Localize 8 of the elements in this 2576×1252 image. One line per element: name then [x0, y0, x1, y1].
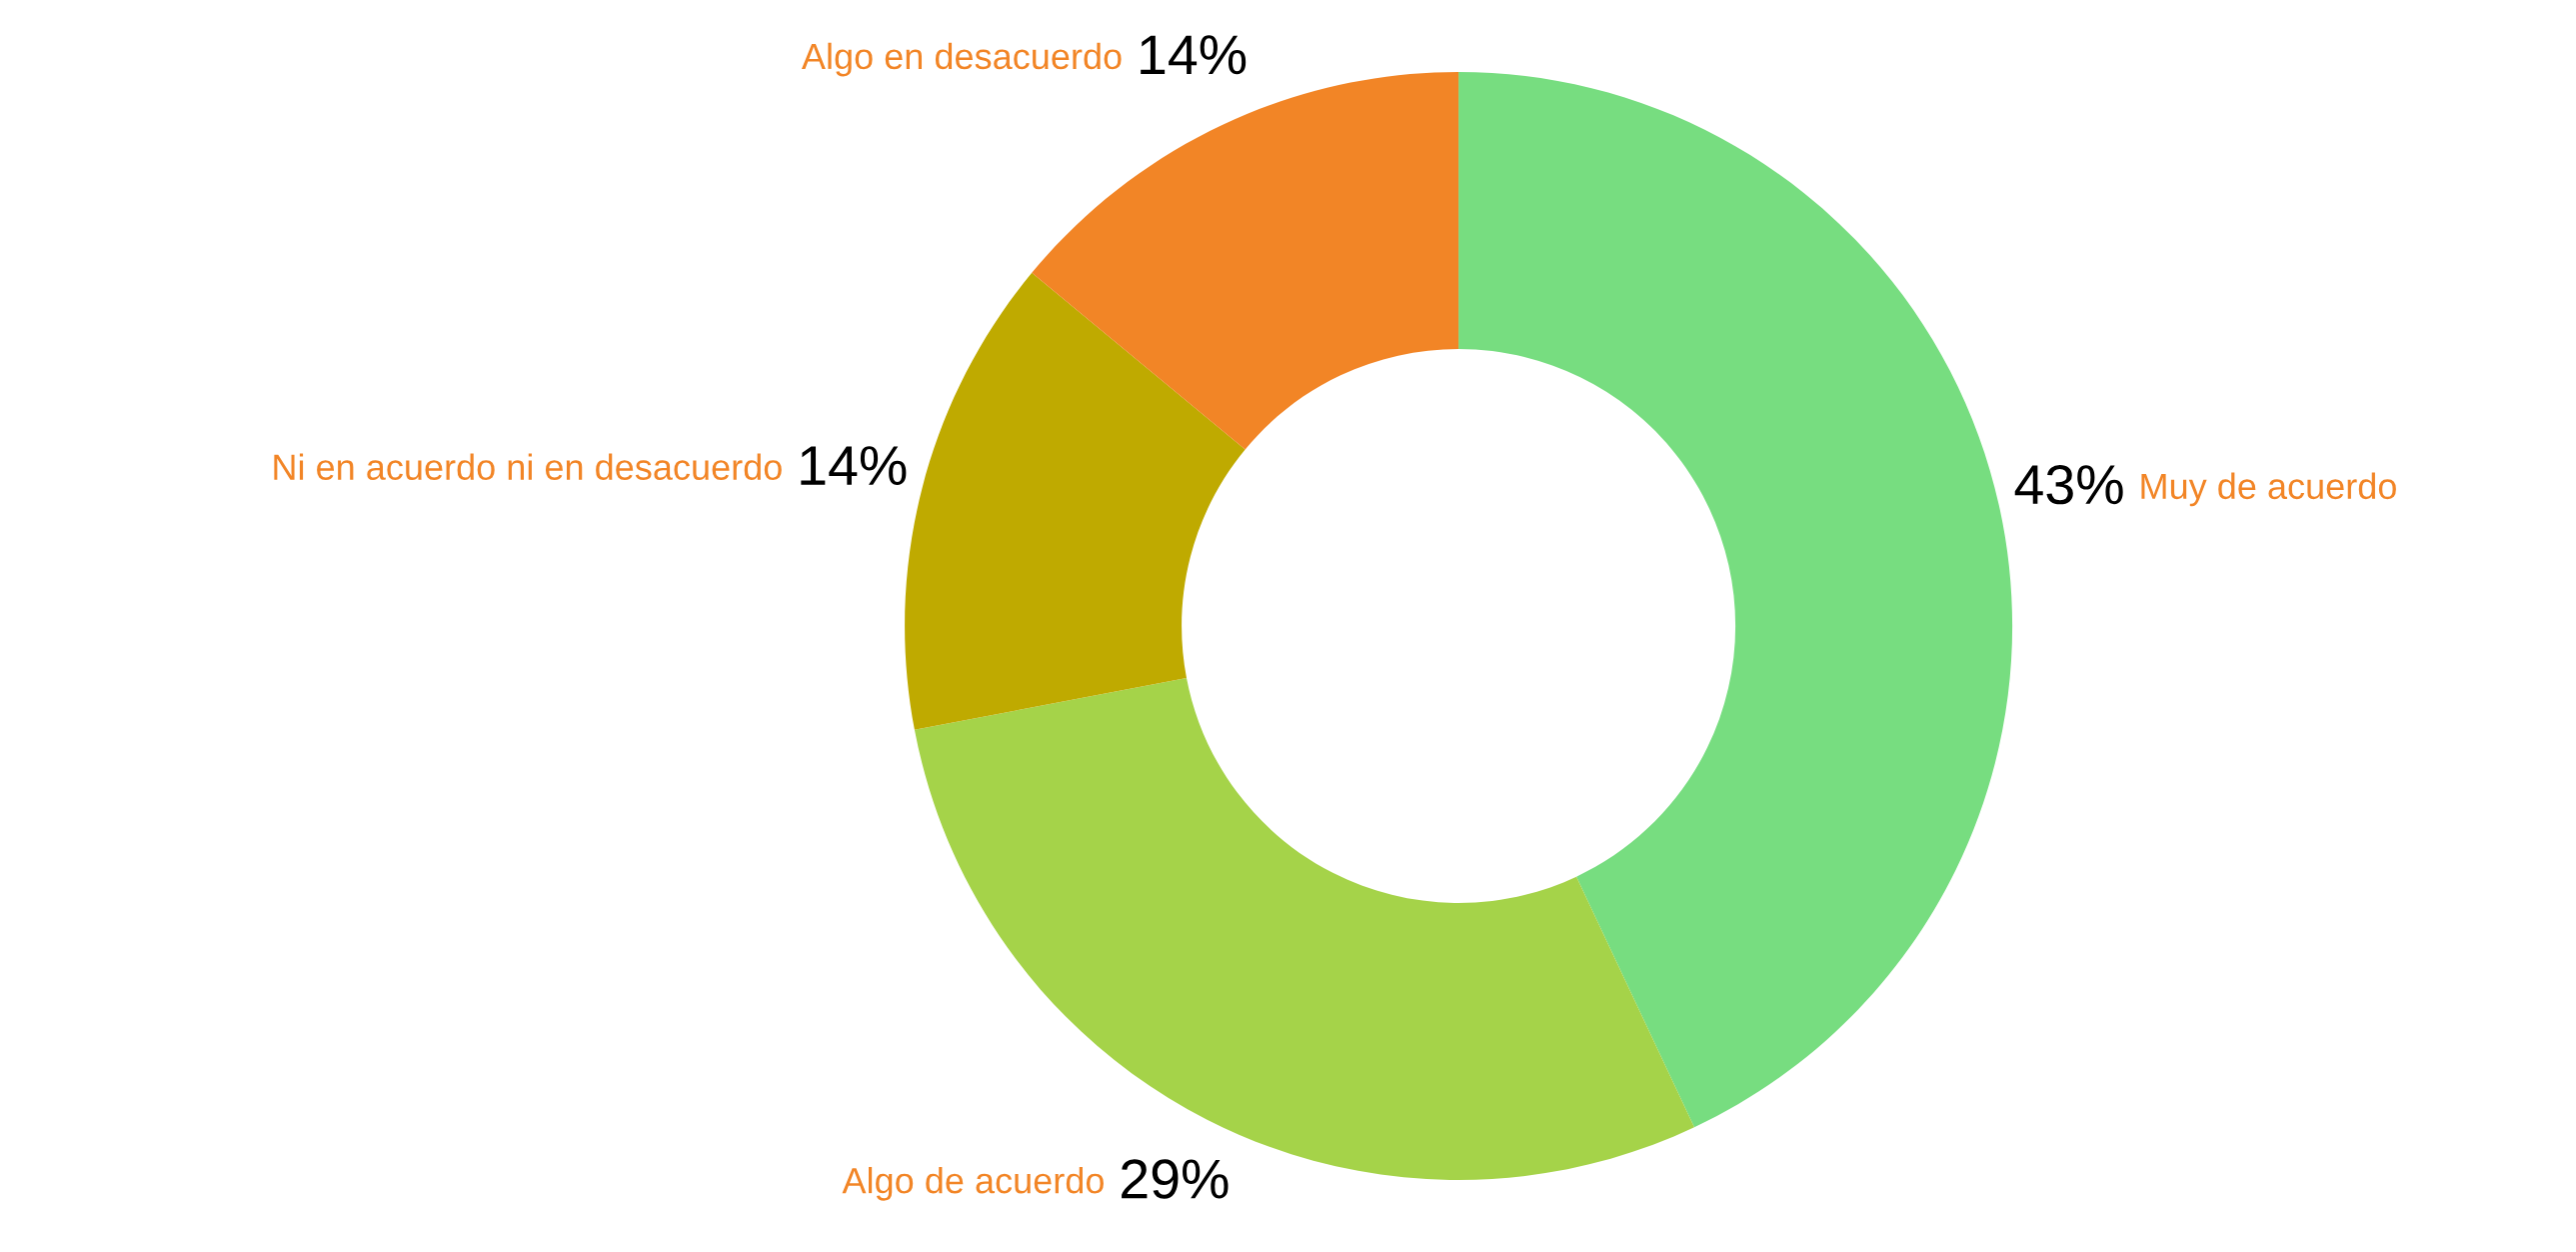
data-label: 14% — [1141, 35, 1247, 75]
slice-label: Algo en desacuerdo — [801, 42, 1122, 77]
data-label: 43% — [2014, 465, 2123, 505]
data-label: 14% — [801, 446, 907, 486]
data-label: 29% — [1122, 1159, 1229, 1199]
slice-label: Ni en acuerdo ni en desacuerdo — [274, 453, 782, 481]
slice-label: Algo de acuerdo — [842, 1166, 1104, 1201]
slice-label: Muy de acuerdo — [2141, 472, 2396, 507]
